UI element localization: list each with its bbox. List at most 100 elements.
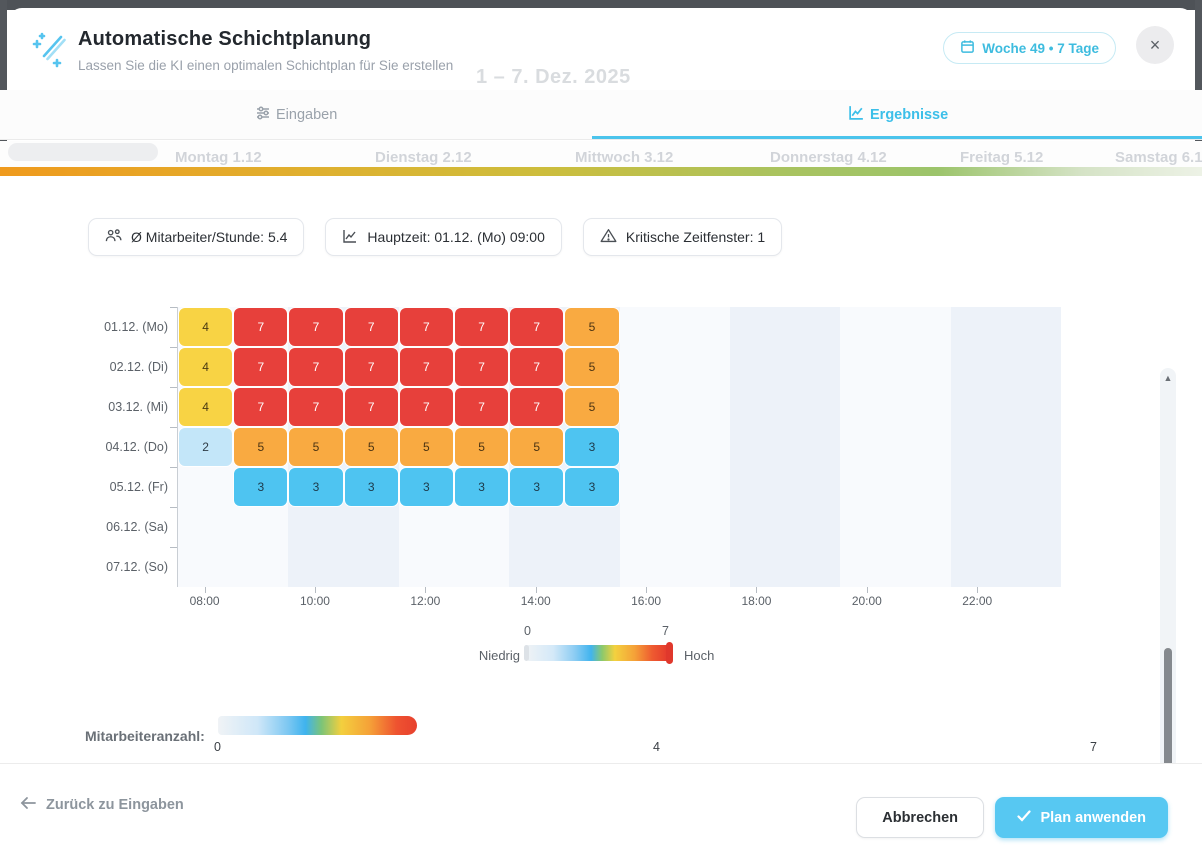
heatmap-cell-03.12.-14h[interactable]: 7 <box>510 388 564 426</box>
tab-eingaben[interactable]: Eingaben <box>255 90 337 139</box>
heatmap-cell-02.12.-10h[interactable]: 7 <box>289 348 343 386</box>
heatmap-cell-03.12.-15h[interactable]: 5 <box>565 388 619 426</box>
heatmap-cell-02.12.-15h[interactable]: 5 <box>565 348 619 386</box>
y-axis-tick <box>170 467 177 468</box>
heatmap-cell-05.12.-14h[interactable]: 3 <box>510 468 564 506</box>
heatmap-cell-02.12.-11h[interactable]: 7 <box>344 348 398 386</box>
back-to-inputs-link[interactable]: Zurück zu Eingaben <box>20 796 184 814</box>
heatmap-cell-03.12.-12h[interactable]: 7 <box>399 388 453 426</box>
heatmap-background-band <box>619 307 730 587</box>
close-button[interactable]: × <box>1136 26 1174 64</box>
legend-high-label: Hoch <box>684 648 715 663</box>
modal-header: Automatische Schichtplanung Lassen Sie d… <box>8 8 1194 90</box>
legend-min: 0 <box>524 624 531 638</box>
bottom-scale-label: Mitarbeiteranzahl: <box>85 728 205 744</box>
heatmap-cell-04.12.-12h[interactable]: 5 <box>399 428 453 466</box>
heatmap-cell-04.12.-9h[interactable]: 5 <box>234 428 288 466</box>
legend-right-cap <box>666 642 673 664</box>
color-legend: 0 7 Niedrig Hoch <box>0 624 1202 674</box>
heatmap-cell-01.12.-9h[interactable]: 7 <box>234 308 288 346</box>
x-axis-label: 12:00 <box>410 594 441 608</box>
y-axis-tick <box>170 507 177 508</box>
heatmap-cell-05.12.-10h[interactable]: 3 <box>289 468 343 506</box>
sliders-icon <box>255 105 271 125</box>
page-overlay-top <box>0 0 1202 10</box>
scrollbar-thumb[interactable] <box>1164 648 1172 790</box>
heatmap-background-band <box>729 307 841 587</box>
close-icon: × <box>1149 34 1161 55</box>
heatmap-cell-01.12.-14h[interactable]: 7 <box>510 308 564 346</box>
legend-max: 7 <box>662 624 669 638</box>
heatmap-cell-04.12.-10h[interactable]: 5 <box>289 428 343 466</box>
modal-footer: Zurück zu Eingaben Abbrechen Plan anwend… <box>0 763 1202 853</box>
heatmap-cell-04.12.-15h[interactable]: 3 <box>565 428 619 466</box>
heatmap-cell-04.12.-14h[interactable]: 5 <box>510 428 564 466</box>
cancel-button[interactable]: Abbrechen <box>856 797 984 838</box>
heatmap-cell-03.12.-11h[interactable]: 7 <box>344 388 398 426</box>
heatmap-cell-04.12.-11h[interactable]: 5 <box>344 428 398 466</box>
tab-ergebnisse-label: Ergebnisse <box>870 106 949 123</box>
heatmap-cell-02.12.-14h[interactable]: 7 <box>510 348 564 386</box>
heatmap-background-band <box>950 307 1061 587</box>
heatmap-cell-01.12.-10h[interactable]: 7 <box>289 308 343 346</box>
background-day-header: Mittwoch 3.12 <box>575 149 674 166</box>
background-day-header: Donnerstag 4.12 <box>770 149 887 166</box>
x-axis-tick <box>977 587 979 593</box>
x-axis-label: 10:00 <box>299 594 330 608</box>
heatmap-cell-02.12.-13h[interactable]: 7 <box>454 348 509 386</box>
heatmap-cell-04.12.-13h[interactable]: 5 <box>454 428 509 466</box>
heatmap-cell-05.12.-11h[interactable]: 3 <box>344 468 398 506</box>
back-link-label: Zurück zu Eingaben <box>46 797 184 813</box>
x-axis-tick <box>866 587 868 593</box>
tab-ergebnisse[interactable]: Ergebnisse <box>848 90 948 139</box>
warning-icon <box>600 228 617 246</box>
heatmap-cell-05.12.-12h[interactable]: 3 <box>399 468 453 506</box>
background-day-header: Freitag 5.12 <box>960 149 1044 166</box>
stat-chip-0: Ø Mitarbeiter/Stunde: 5.4 <box>88 218 305 256</box>
heatmap-cell-01.12.-13h[interactable]: 7 <box>454 308 509 346</box>
tab-eingaben-label: Eingaben <box>276 106 338 123</box>
heatmap-cell-03.12.-8h[interactable]: 4 <box>179 388 233 426</box>
background-control-fragment <box>8 143 158 161</box>
background-page-title: 1 – 7. Dez. 2025 <box>476 66 631 88</box>
bottom-scale-tick: 7 <box>1090 740 1097 754</box>
heatmap-cell-03.12.-10h[interactable]: 7 <box>289 388 343 426</box>
heatmap-cell-01.12.-11h[interactable]: 7 <box>344 308 398 346</box>
heatmap-cell-01.12.-8h[interactable]: 4 <box>179 308 233 346</box>
scrollbar-up-arrow[interactable]: ▲ <box>1163 373 1173 383</box>
apply-plan-button[interactable]: Plan anwenden <box>995 797 1168 838</box>
heatmap-row-label: 01.12. (Mo) <box>104 320 168 334</box>
x-axis-label: 20:00 <box>851 594 882 608</box>
background-day-header: Samstag 6.12 <box>1115 149 1202 166</box>
heatmap-cell-03.12.-13h[interactable]: 7 <box>454 388 509 426</box>
scrollbar[interactable]: ▲ ▼ <box>1160 368 1176 853</box>
heatmap-row-label: 07.12. (So) <box>106 560 168 574</box>
modal-body: Ø Mitarbeiter/Stunde: 5.4 Hauptzeit: 01.1… <box>0 176 1202 853</box>
x-axis-label: 08:00 <box>189 594 220 608</box>
heatmap-cell-02.12.-8h[interactable]: 4 <box>179 348 233 386</box>
modal-subtitle: Lassen Sie die KI einen optimalen Schich… <box>78 58 454 73</box>
legend-left-cap <box>524 645 529 661</box>
heatmap-cell-01.12.-15h[interactable]: 5 <box>565 308 619 346</box>
x-axis-tick <box>425 587 427 593</box>
x-axis-tick <box>204 587 206 593</box>
heatmap-cell-02.12.-9h[interactable]: 7 <box>234 348 288 386</box>
heatmap-cell-05.12.-13h[interactable]: 3 <box>454 468 509 506</box>
users-icon <box>105 228 122 246</box>
heatmap-cell-03.12.-9h[interactable]: 7 <box>234 388 288 426</box>
heatmap-cell-05.12.-15h[interactable]: 3 <box>565 468 619 506</box>
heatmap-cell-05.12.-9h[interactable]: 3 <box>234 468 288 506</box>
x-axis-tick <box>314 587 316 593</box>
check-icon <box>1017 809 1032 826</box>
line-chart-icon <box>848 104 865 125</box>
x-axis-tick <box>756 587 758 593</box>
stat-chip-label: Kritische Zeitfenster: 1 <box>625 229 766 245</box>
magic-wand-icon <box>30 28 72 70</box>
stat-chip-label: Hauptzeit: 01.12. (Mo) 09:00 <box>367 229 545 245</box>
heatmap-cell-04.12.-8h[interactable]: 2 <box>179 428 233 466</box>
heatmap-cell-02.12.-12h[interactable]: 7 <box>399 348 453 386</box>
modal-title: Automatische Schichtplanung <box>78 28 372 50</box>
heatmap-cell-01.12.-12h[interactable]: 7 <box>399 308 453 346</box>
